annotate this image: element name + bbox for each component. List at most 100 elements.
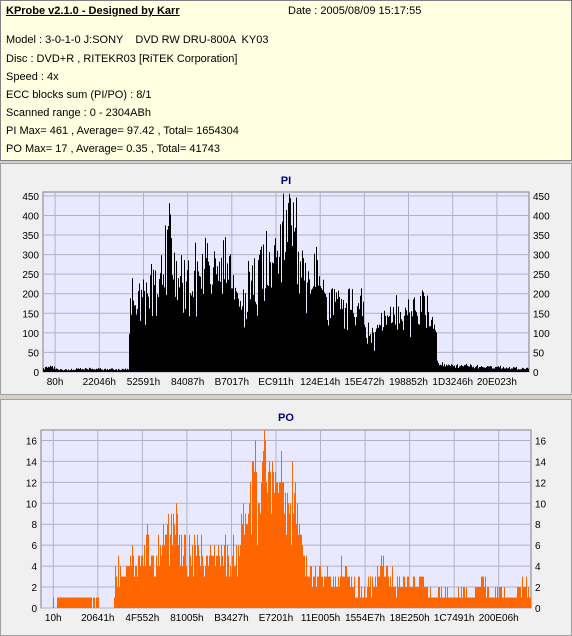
bar [337, 587, 338, 608]
bar [199, 275, 200, 372]
bar [256, 471, 257, 608]
bar [490, 366, 491, 372]
bar [252, 265, 253, 372]
bar [274, 245, 275, 372]
bar [383, 555, 384, 608]
bar [445, 366, 446, 372]
bar [156, 555, 157, 608]
bar [130, 555, 131, 608]
bar [336, 587, 337, 608]
bar [83, 369, 84, 372]
bar [93, 597, 94, 608]
bar [163, 524, 164, 608]
bar [301, 534, 302, 608]
bar [172, 545, 173, 608]
bar [188, 260, 189, 372]
bar [61, 369, 62, 372]
bar [134, 305, 135, 372]
bar [448, 364, 449, 372]
bar [229, 576, 230, 608]
bar [449, 597, 450, 608]
bar [505, 368, 506, 372]
bar [326, 576, 327, 608]
bar [484, 587, 485, 608]
bar [260, 513, 261, 608]
bar [129, 566, 130, 608]
bar [373, 587, 374, 608]
bar [184, 260, 185, 372]
bar [420, 296, 421, 372]
bar [349, 288, 350, 372]
bar [85, 368, 86, 372]
bar [367, 587, 368, 608]
bar [350, 587, 351, 608]
bar [292, 461, 293, 608]
bar [152, 555, 153, 608]
bar [321, 576, 322, 608]
bar [310, 293, 311, 372]
bar [472, 367, 473, 372]
bar [306, 555, 307, 608]
bar [159, 279, 160, 372]
bar [363, 597, 364, 608]
bar [140, 320, 141, 372]
bar [417, 587, 418, 608]
bar [364, 324, 365, 372]
bar [109, 369, 110, 372]
bar [57, 368, 58, 372]
bar [404, 315, 405, 372]
bar [503, 366, 504, 372]
bar [446, 597, 447, 608]
x-tick-label: 81005h [170, 613, 203, 624]
bar [202, 253, 203, 372]
bar [486, 597, 487, 608]
bar [94, 597, 95, 608]
bar [97, 597, 98, 608]
bar [171, 513, 172, 608]
bar [403, 330, 404, 372]
y-tick-label-right: 450 [533, 192, 550, 203]
bar [446, 364, 447, 372]
bar [133, 555, 134, 608]
bar [241, 513, 242, 608]
x-tick-label: EC911h [258, 377, 293, 388]
bar [359, 309, 360, 372]
bar [396, 597, 397, 608]
bar [440, 364, 441, 372]
bar [476, 366, 477, 372]
bar [185, 534, 186, 608]
bar [55, 369, 56, 372]
bar [498, 366, 499, 372]
bar [174, 524, 175, 608]
bar [138, 555, 139, 608]
bar [222, 293, 223, 372]
bar [187, 270, 188, 372]
bar [467, 365, 468, 372]
bar [474, 597, 475, 608]
bar [165, 225, 166, 372]
bar [128, 369, 129, 372]
bar [168, 226, 169, 372]
bar [199, 555, 200, 608]
y-tick-label-right: 2 [535, 583, 541, 594]
bar [407, 576, 408, 608]
bar [484, 367, 485, 372]
bar [464, 365, 465, 372]
y-tick-label-left: 300 [22, 251, 39, 262]
bar [478, 368, 479, 372]
bar [404, 576, 405, 608]
bar [435, 330, 436, 372]
bar [266, 482, 267, 608]
bar [493, 597, 494, 608]
bar [431, 319, 432, 372]
bar [176, 503, 177, 608]
bar [475, 587, 476, 608]
bar [402, 321, 403, 372]
bar [516, 366, 517, 372]
bar [166, 295, 167, 372]
bar [70, 369, 71, 372]
bar [348, 576, 349, 608]
bar [313, 576, 314, 608]
bar [168, 513, 169, 608]
bar [385, 315, 386, 372]
